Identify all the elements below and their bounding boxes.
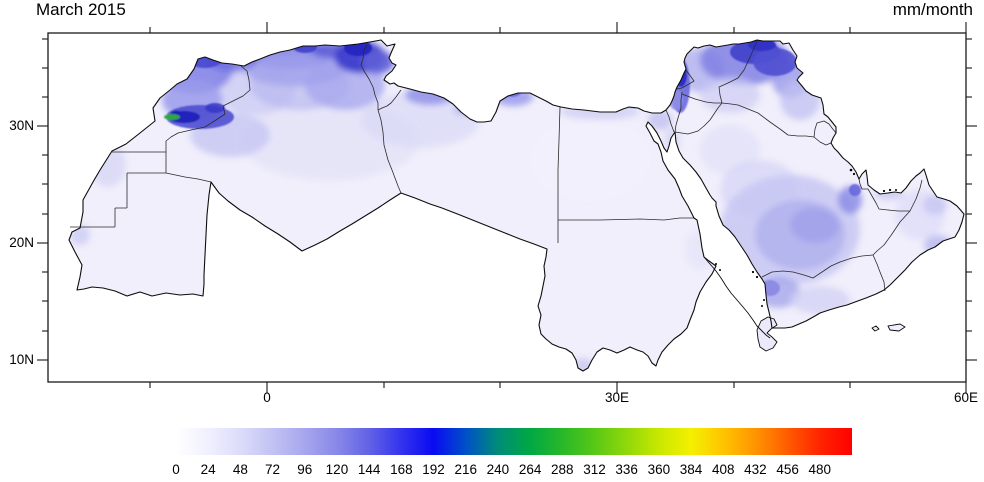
- colorbar-label: 0: [172, 462, 180, 477]
- plot-frame: [47, 32, 967, 383]
- peak-precip-green-spot: [164, 114, 180, 120]
- colorbar-label: 240: [486, 462, 510, 477]
- socotra-island: [887, 323, 906, 332]
- colorbar-label: 264: [518, 462, 542, 477]
- colorbar-label: 384: [679, 462, 703, 477]
- colorbar-label: 336: [615, 462, 638, 477]
- colorbar-label: 360: [647, 462, 671, 477]
- x-axis-label: 60E: [953, 390, 979, 405]
- country-borders: [70, 40, 923, 292]
- colorbar-label: 408: [711, 462, 735, 477]
- x-axis-label: 0: [263, 390, 271, 405]
- colorbar-label: 216: [454, 462, 477, 477]
- colorbar-label: 432: [744, 462, 767, 477]
- colorbar-label: 480: [808, 462, 832, 477]
- y-axis-label: 20N: [9, 235, 34, 250]
- coastline: [68, 39, 965, 372]
- colorbar-label: 144: [357, 462, 381, 477]
- axis-ticks: [37, 22, 977, 393]
- x-axis-label: 30E: [604, 390, 630, 405]
- colorbar-label: 24: [200, 462, 216, 477]
- eritrea-coast-outline: [703, 256, 771, 339]
- colorbar-label: 168: [390, 462, 413, 477]
- colorbar-label: 96: [297, 462, 313, 477]
- colorbar-label: 48: [232, 462, 248, 477]
- island: [871, 325, 880, 332]
- colorbar-label: 120: [325, 462, 349, 477]
- colorbar-label: 72: [265, 462, 281, 477]
- colorbar-label: 312: [583, 462, 606, 477]
- colorbar-label: 192: [422, 462, 445, 477]
- units-label: mm/month: [892, 0, 973, 19]
- island-specks: [715, 168, 897, 307]
- colorbar: [176, 428, 852, 455]
- colorbar-label: 288: [551, 462, 574, 477]
- page-title: March 2015: [36, 0, 126, 19]
- y-axis-label: 10N: [9, 352, 34, 367]
- y-axis-label: 30N: [9, 118, 34, 133]
- colorbar-label: 456: [776, 462, 799, 477]
